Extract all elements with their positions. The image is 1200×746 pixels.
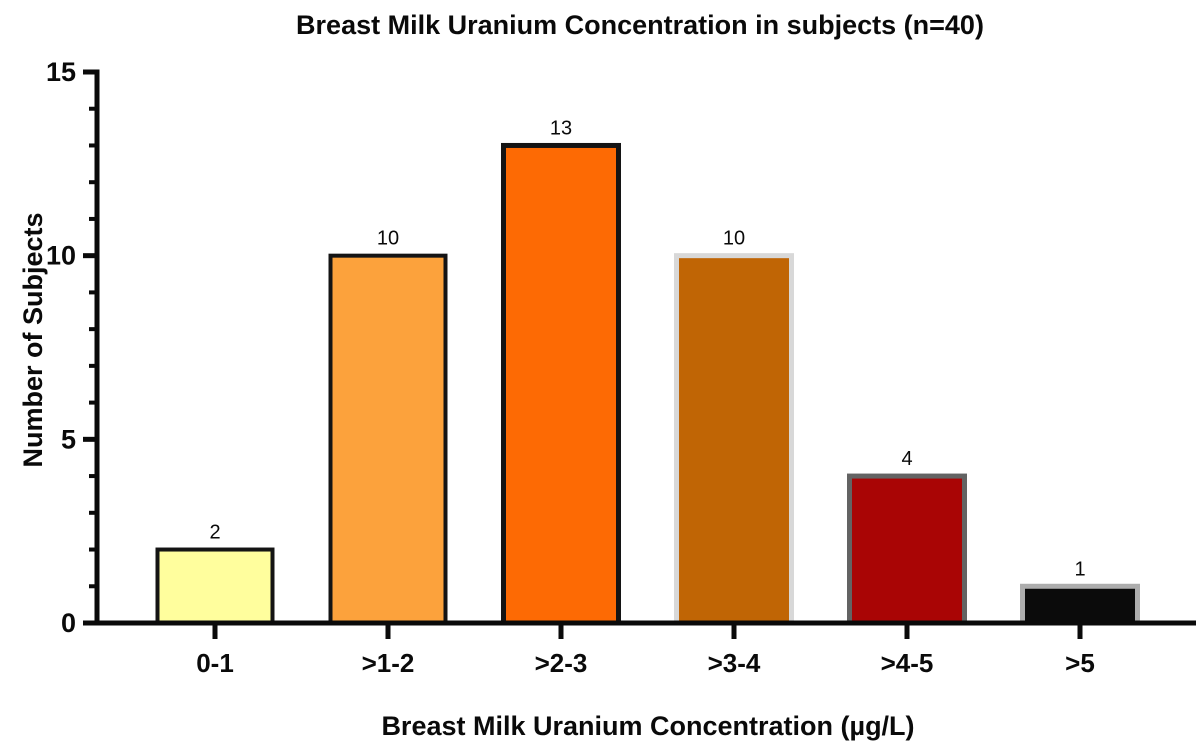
x-tick-label: >5 [1065, 648, 1095, 678]
bar->2-3 [501, 142, 621, 626]
bar-0-1 [155, 547, 275, 625]
y-axis-title: Number of Subjects [18, 212, 48, 467]
y-tick-label: 5 [61, 424, 76, 454]
plot-area: 2 0-1 10 >1-2 13 >2-3 10 >3-4 4 >4-5 1 >5 0 5 10 15 [46, 57, 1196, 678]
x-tick-label: >4-5 [881, 648, 934, 678]
x-tick-label: >3-4 [708, 648, 761, 678]
y-tick-label: 10 [46, 241, 76, 271]
bar-value-label: 13 [550, 117, 572, 139]
bar-value-label: 2 [209, 522, 220, 544]
x-tick-label: >2-3 [535, 648, 588, 678]
chart-title: Breast Milk Uranium Concentration in sub… [296, 10, 984, 40]
y-tick-label: 15 [46, 57, 76, 87]
x-tick-label: 0-1 [196, 648, 234, 678]
bar-value-label: 10 [377, 228, 399, 250]
y-tick-label: 0 [61, 608, 76, 638]
x-axis-title: Breast Milk Uranium Concentration (µg/L) [381, 711, 914, 741]
bar->1-2 [328, 253, 448, 626]
bar->5 [1020, 583, 1140, 626]
x-tick-label: >1-2 [362, 648, 415, 678]
bar-value-label: 10 [723, 228, 745, 250]
bar->3-4 [674, 253, 794, 626]
bar->4-5 [847, 473, 967, 626]
bar-value-label: 4 [901, 448, 912, 470]
bar-value-label: 1 [1074, 558, 1085, 580]
